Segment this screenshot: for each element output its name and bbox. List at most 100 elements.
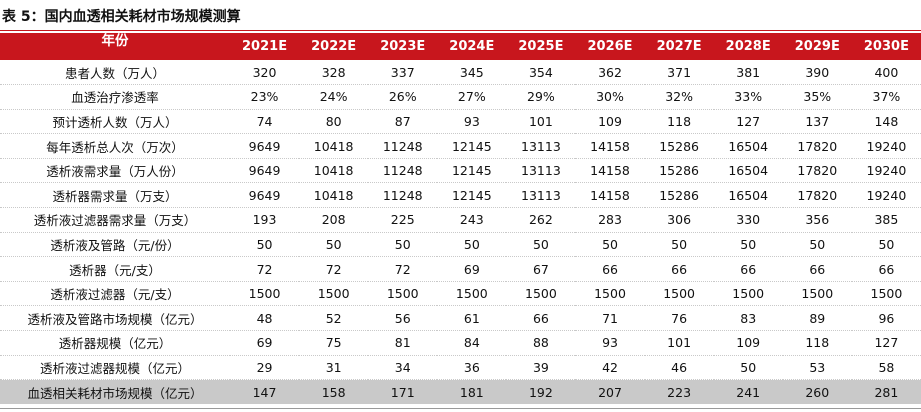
cell-value: 10418 [313, 163, 354, 179]
row-label: 透析液过滤器（元/支） [50, 287, 180, 303]
cell-value: 83 [740, 310, 757, 326]
header-year: 2024E [449, 39, 495, 54]
cell-value: 127 [874, 335, 899, 351]
cell-value: 84 [463, 335, 480, 351]
cell-value: 260 [805, 384, 830, 400]
cell-value: 337 [390, 64, 415, 80]
table-row: 透析器需求量（万支） 9649 10418 11248 12145 13113 14158 1… [0, 183, 921, 208]
cell-value: 262 [528, 212, 553, 228]
cell-value: 19240 [866, 138, 907, 154]
table-row: 透析器（元/支） 72 72 72 69 67 66 66 66 66 66 [0, 257, 921, 282]
table-header-row: 年份 2021E 2022E 2023E 2024E 2025E 2026E 2… [0, 33, 921, 60]
cell-value: 1500 [870, 286, 903, 302]
cell-value: 1500 [317, 286, 350, 302]
row-label: 透析液过滤器规模（亿元） [39, 360, 190, 376]
cell-value: 400 [874, 64, 899, 80]
cell-value: 53 [809, 359, 826, 375]
cell-value: 80 [325, 113, 342, 129]
cell-value: 241 [736, 384, 761, 400]
row-label: 透析器需求量（万支） [52, 188, 178, 204]
table-row: 血透治疗渗透率 23% 24% 26% 27% 29% 30% 32% 33% 35% 37% [0, 85, 921, 110]
cell-value: 12145 [451, 138, 492, 154]
cell-value: 93 [602, 335, 618, 351]
cell-value: 12145 [451, 163, 492, 179]
cell-value: 50 [256, 236, 273, 252]
cell-value: 29 [256, 359, 273, 375]
cell-value: 101 [667, 335, 692, 351]
cell-value: 34 [394, 359, 411, 375]
cell-value: 13113 [521, 138, 561, 154]
cell-value: 12145 [451, 187, 492, 203]
cell-value: 66 [740, 261, 757, 277]
title-divider [0, 30, 921, 31]
cell-value: 56 [394, 310, 411, 326]
row-label: 透析液过滤器需求量（万支） [33, 213, 197, 229]
cell-value: 1500 [732, 286, 765, 302]
cell-value: 39 [532, 359, 549, 375]
cell-value: 50 [325, 236, 342, 252]
cell-value: 371 [667, 64, 692, 80]
cell-value: 42 [602, 359, 618, 375]
cell-value: 345 [459, 64, 484, 80]
cell-value: 66 [878, 261, 895, 277]
cell-value: 58 [878, 359, 895, 375]
cell-value: 33% [734, 89, 763, 105]
cell-value: 72 [256, 261, 273, 277]
cell-value: 50 [671, 236, 688, 252]
header-year: 2022E [311, 39, 357, 54]
cell-value: 385 [874, 212, 899, 228]
table-row: 患者人数（万人） 320 328 337 345 354 362 371 381 390 400 [0, 60, 921, 85]
cell-value: 181 [459, 384, 484, 400]
cell-value: 66 [532, 310, 549, 326]
cell-value: 14158 [590, 163, 630, 179]
cell-value: 17820 [797, 187, 838, 203]
cell-value: 72 [394, 261, 411, 277]
header-year: 2026E [587, 39, 633, 54]
cell-value: 13113 [521, 163, 561, 179]
header-year: 2029E [794, 39, 840, 54]
cell-value: 15286 [659, 138, 699, 154]
table-title: 表 5：国内血透相关耗材市场规模测算 [2, 9, 241, 25]
cell-value: 36 [463, 359, 480, 375]
cell-value: 192 [528, 384, 553, 400]
cell-value: 15286 [659, 187, 699, 203]
header-year: 2028E [725, 39, 771, 54]
row-label: 透析器规模（亿元） [58, 336, 172, 352]
cell-value: 14158 [590, 187, 630, 203]
cell-value: 11248 [382, 163, 423, 179]
cell-value: 118 [805, 335, 830, 351]
row-label: 透析液需求量（万人份） [46, 164, 184, 180]
cell-value: 243 [459, 212, 484, 228]
cell-value: 16504 [728, 187, 769, 203]
row-label: 血透治疗渗透率 [71, 90, 159, 106]
cell-value: 19240 [866, 187, 907, 203]
cell-value: 46 [671, 359, 688, 375]
cell-value: 17820 [797, 138, 838, 154]
cell-value: 9649 [248, 138, 281, 154]
cell-value: 306 [667, 212, 692, 228]
cell-value: 72 [325, 261, 342, 277]
cell-value: 381 [736, 64, 761, 80]
cell-value: 127 [736, 113, 761, 129]
cell-value: 89 [809, 310, 826, 326]
cell-value: 390 [805, 64, 830, 80]
cell-value: 1500 [801, 286, 834, 302]
cell-value: 50 [463, 236, 480, 252]
cell-value: 1500 [594, 286, 626, 302]
table-row: 透析液过滤器（元/支） 1500 1500 1500 1500 1500 1500 1500 1… [0, 281, 921, 306]
cell-value: 109 [598, 113, 622, 129]
cell-value: 76 [671, 310, 688, 326]
cell-value: 1500 [663, 286, 696, 302]
cell-value: 69 [463, 261, 480, 277]
cell-value: 223 [667, 384, 692, 400]
cell-value: 29% [527, 89, 555, 105]
row-label: 患者人数（万人） [64, 65, 165, 81]
header-year: 2025E [518, 39, 564, 54]
header-year: 2021E [242, 39, 288, 54]
cell-value: 13113 [521, 187, 561, 203]
cell-value: 50 [532, 236, 549, 252]
cell-value: 75 [325, 335, 342, 351]
cell-value: 96 [878, 310, 895, 326]
cell-value: 74 [256, 113, 273, 129]
cell-value: 61 [463, 310, 480, 326]
